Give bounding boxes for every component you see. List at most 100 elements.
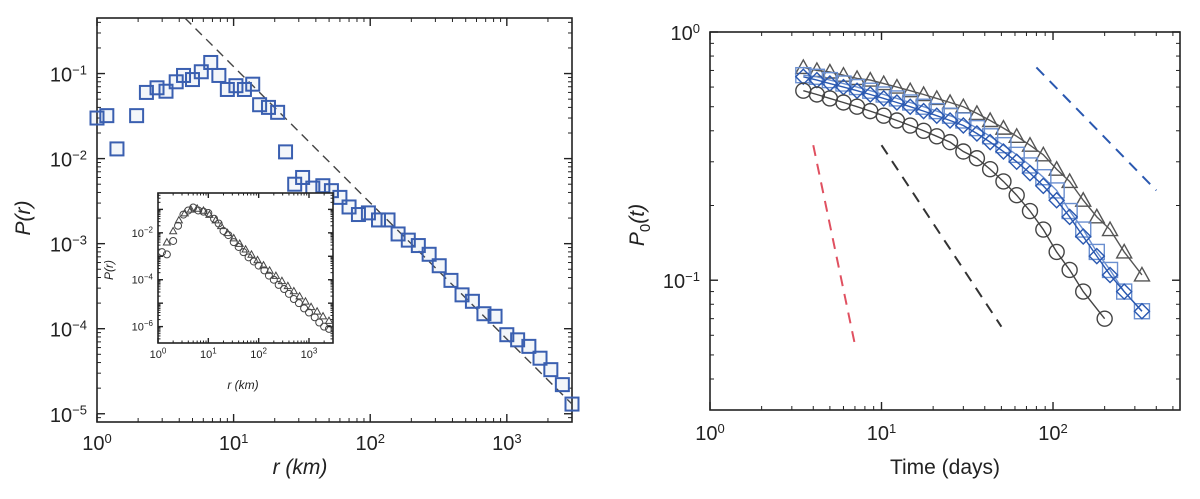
- y-tick-label: 10−5: [50, 403, 87, 427]
- triangle-marker: [283, 281, 293, 290]
- square-marker: [99, 108, 115, 124]
- triangle-marker: [301, 296, 310, 305]
- triangle-marker: [168, 226, 178, 235]
- y-tick-label: 10−4: [132, 272, 154, 286]
- triangle-marker: [1133, 266, 1151, 282]
- square-marker: [443, 272, 459, 288]
- diamond-marker: [861, 86, 879, 103]
- circle-marker: [234, 242, 243, 251]
- circle-marker: [157, 248, 166, 257]
- circle-marker: [928, 128, 945, 145]
- circle-marker: [995, 173, 1012, 190]
- square-marker: [941, 107, 959, 124]
- circle-marker: [1075, 283, 1092, 300]
- x-tick-label: 102: [250, 347, 267, 361]
- reference-dashed-line: [880, 144, 1003, 328]
- square-marker: [995, 136, 1012, 154]
- diamond-marker: [848, 82, 866, 100]
- square-marker: [835, 75, 852, 92]
- triangle-marker: [928, 89, 946, 106]
- circle-marker: [320, 322, 329, 331]
- right-plot-frame: [709, 31, 1181, 411]
- square-marker: [554, 377, 570, 393]
- triangle-marker: [1034, 145, 1053, 162]
- circle-marker: [1008, 187, 1025, 204]
- square-marker: [564, 396, 580, 412]
- triangle-marker: [994, 119, 1013, 135]
- triangle-marker: [259, 260, 268, 269]
- triangle-marker: [1007, 127, 1026, 144]
- triangle-marker: [199, 205, 208, 214]
- triangle-marker: [968, 104, 986, 121]
- square-marker: [380, 212, 396, 228]
- inset-data-markers: [157, 203, 334, 333]
- triangle-marker: [914, 85, 933, 102]
- square-marker: [928, 102, 945, 120]
- triangle-marker: [223, 228, 232, 237]
- triangle-marker: [205, 210, 214, 218]
- triangle-marker: [180, 208, 190, 217]
- x-tick-label: 103: [492, 431, 521, 455]
- square-marker: [109, 141, 125, 157]
- square-marker: [981, 128, 999, 145]
- circle-series-line: [803, 90, 1106, 320]
- diamond-marker: [1034, 177, 1052, 195]
- triangle-marker: [875, 74, 893, 91]
- x-tick-label: 101: [219, 431, 248, 455]
- right-ylabel-sub: 0: [637, 224, 654, 232]
- square-marker: [915, 98, 932, 115]
- square-marker: [1101, 261, 1119, 279]
- x-tick-label: 101: [867, 421, 896, 445]
- triangle-marker: [794, 58, 813, 75]
- triangle-marker: [241, 244, 250, 253]
- diamond-marker: [1008, 153, 1026, 171]
- left-axis-ticks: 100 101 102 103 10−5 10−4 10−3 10−2 10−1: [50, 18, 573, 455]
- left-ylabel: P(r): [12, 201, 35, 236]
- triangle-marker: [318, 311, 328, 320]
- right-panel: 100 101 102 10−1 100 Time (days) P0(t): [626, 21, 1181, 479]
- y-tick-label: 10−2: [132, 225, 154, 239]
- reference-dashed-line: [1035, 66, 1157, 192]
- triangle-marker: [277, 276, 287, 285]
- y-tick-label: 10−4: [50, 318, 87, 342]
- triangle-marker: [229, 233, 239, 242]
- circle-marker: [210, 214, 219, 223]
- square-marker: [848, 78, 866, 96]
- triangle-marker: [265, 265, 274, 274]
- triangle-marker: [271, 271, 281, 279]
- circle-marker: [264, 271, 273, 280]
- circle-marker: [1021, 202, 1039, 220]
- square-marker: [278, 144, 294, 160]
- diamond-series-line: [803, 76, 1143, 312]
- triangle-marker: [1115, 242, 1133, 259]
- circle-marker: [325, 324, 334, 333]
- circle-marker: [229, 238, 238, 247]
- diamond-marker: [968, 125, 986, 142]
- square-marker: [862, 82, 879, 99]
- circle-marker: [169, 236, 178, 245]
- square-marker: [245, 76, 261, 92]
- diamond-marker: [794, 68, 812, 86]
- diamond-marker: [941, 112, 959, 129]
- right-ylabel-main: P: [626, 232, 649, 246]
- square-marker: [203, 54, 219, 70]
- triangle-marker: [901, 81, 919, 98]
- triangle-marker: [289, 286, 299, 295]
- triangle-marker: [253, 255, 262, 264]
- square-marker: [521, 338, 537, 354]
- triangle-marker: [1047, 160, 1066, 176]
- y-tick-label: 10−6: [132, 319, 154, 333]
- diamond-marker: [1021, 164, 1039, 182]
- inset-axis-ticks: 100 101 102 103 10−6 10−4 10−2: [132, 192, 334, 361]
- circle-marker: [981, 161, 999, 178]
- diamond-marker: [981, 133, 999, 151]
- x-tick-label: 103: [301, 347, 318, 361]
- triangle-marker: [216, 221, 226, 230]
- x-tick-label: 102: [1038, 421, 1067, 445]
- square-marker: [888, 90, 906, 107]
- triangle-marker: [295, 291, 304, 300]
- y-tick-label: 10−1: [663, 269, 700, 293]
- x-tick-label: 100: [695, 421, 724, 445]
